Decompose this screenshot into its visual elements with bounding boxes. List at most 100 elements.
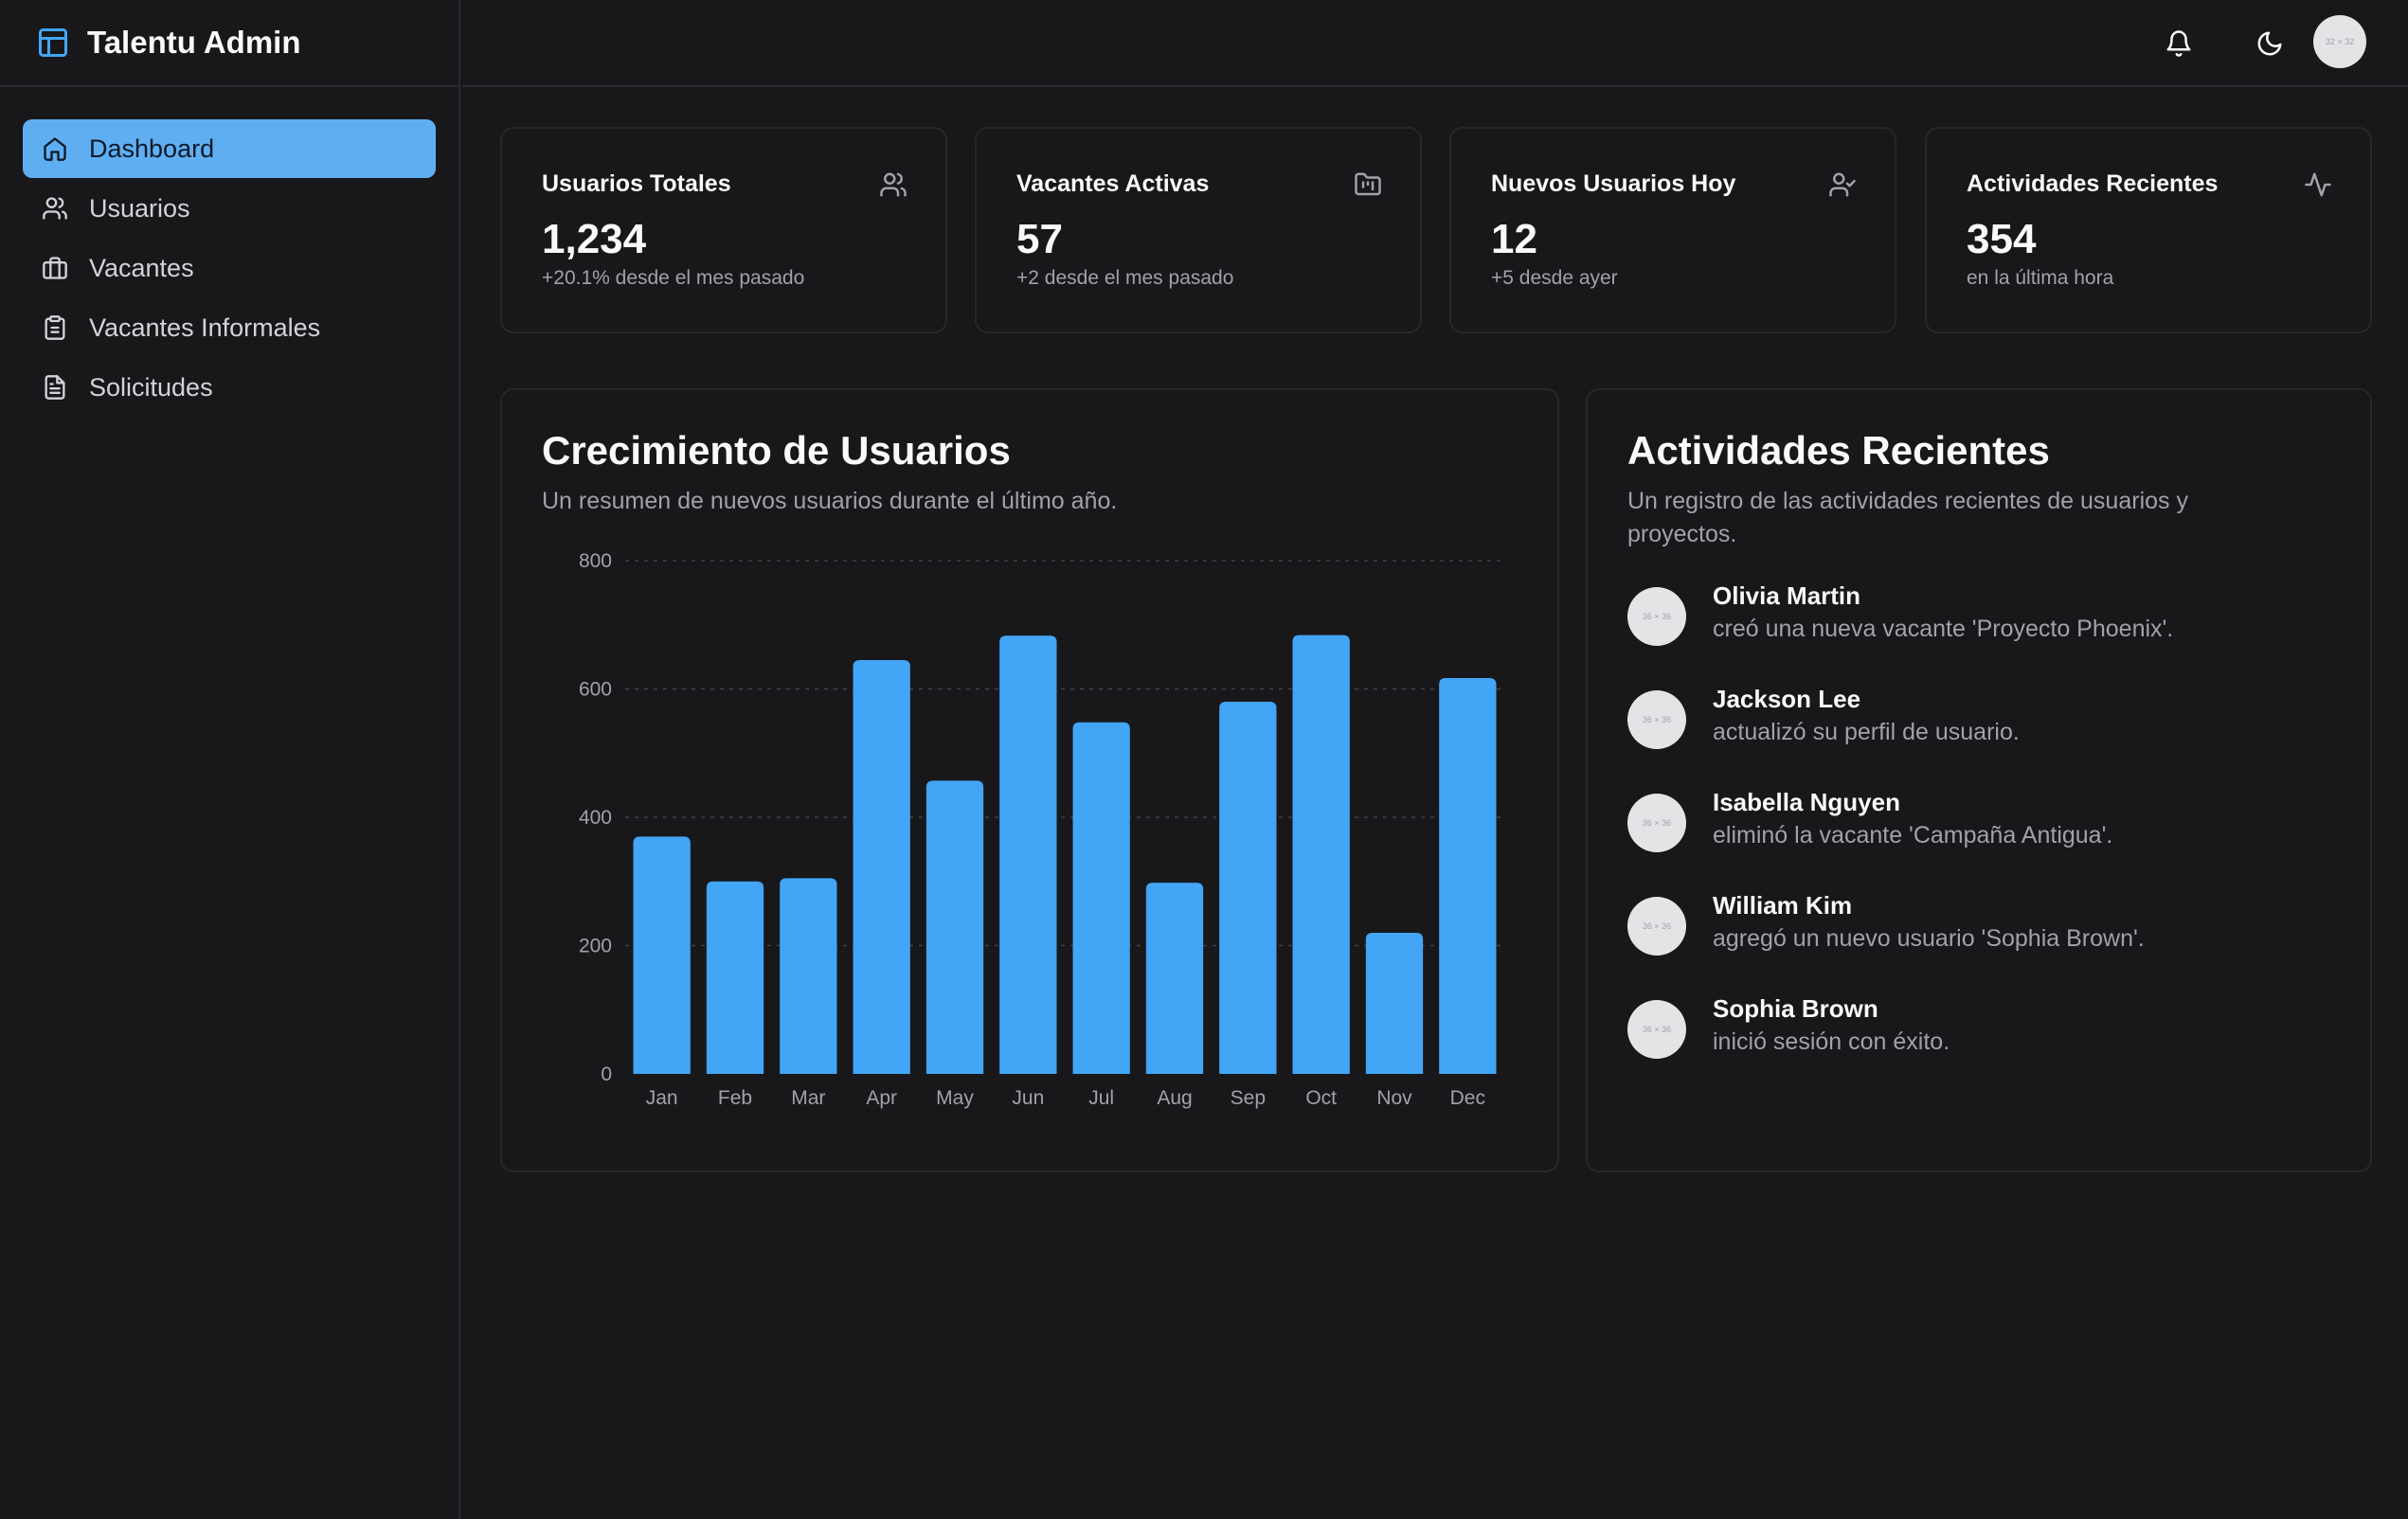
activities-title: Actividades Recientes	[1627, 428, 2050, 473]
y-tick-label: 200	[579, 936, 612, 957]
bar-oct[interactable]	[1292, 634, 1350, 1074]
x-tick-label: Mar	[791, 1087, 825, 1109]
sidebar-item-label: Usuarios	[89, 193, 190, 223]
x-tick-label: Oct	[1305, 1087, 1337, 1109]
sidebar-item-usuarios[interactable]: Usuarios	[23, 179, 436, 238]
x-tick-label: Nov	[1376, 1087, 1412, 1109]
sidebar-nav: Dashboard Usuarios Vacantes Vacantes Inf…	[0, 87, 458, 417]
stat-title: Nuevos Usuarios Hoy	[1491, 170, 1736, 197]
stat-card-nuevos-usuarios: Nuevos Usuarios Hoy 12 +5 desde ayer	[1449, 127, 1896, 333]
bar-sep[interactable]	[1219, 702, 1277, 1074]
recent-activities-card: Actividades Recientes Un registro de las…	[1586, 388, 2372, 1172]
stat-subtext: +5 desde ayer	[1491, 267, 1618, 289]
bar-jun[interactable]	[999, 635, 1057, 1074]
avatar-placeholder: 36 × 36	[1642, 818, 1672, 828]
stat-value: 12	[1491, 216, 1537, 262]
avatar-placeholder: 36 × 36	[1642, 612, 1672, 621]
growth-title: Crecimiento de Usuarios	[542, 428, 1011, 473]
file-text-icon	[45, 375, 65, 400]
users-icon	[880, 172, 907, 197]
x-tick-label: Aug	[1157, 1087, 1192, 1109]
activity-text: actualizó su perfil de usuario.	[1713, 719, 2020, 745]
activity-item: 36 × 36 Olivia Martin creó una nueva vac…	[1627, 581, 2291, 648]
y-tick-label: 0	[601, 1063, 612, 1085]
avatar-placeholder: 36 × 36	[1642, 921, 1672, 931]
stat-title: Vacantes Activas	[1016, 170, 1210, 197]
growth-description: Un resumen de nuevos usuarios durante el…	[542, 488, 1118, 514]
folder-kanban-icon	[1355, 172, 1381, 196]
bar-mar[interactable]	[780, 878, 837, 1074]
activity-user-name: William Kim	[1713, 891, 1853, 920]
stat-title: Actividades Recientes	[1967, 170, 2219, 197]
activity-user-name: Olivia Martin	[1713, 581, 1861, 610]
x-tick-label: Sep	[1231, 1087, 1266, 1109]
home-icon	[44, 137, 66, 161]
avatar: 36 × 36	[1627, 1000, 1686, 1059]
bar-may[interactable]	[925, 780, 984, 1074]
sidebar: Talentu Admin Dashboard Usuarios Vacante…	[0, 0, 460, 1519]
briefcase-icon	[43, 257, 67, 279]
activity-text: eliminó la vacante 'Campaña Antigua'.	[1713, 822, 2113, 849]
x-tick-label: Apr	[866, 1087, 897, 1109]
sidebar-item-label: Solicitudes	[89, 372, 213, 402]
avatar-placeholder: 32 × 32	[2325, 37, 2355, 46]
sidebar-item-label: Dashboard	[89, 134, 215, 163]
activity-item: 36 × 36 Jackson Lee actualizó su perfil …	[1627, 685, 2291, 751]
stat-subtext: +2 desde el mes pasado	[1016, 267, 1234, 289]
brand[interactable]: Talentu Admin	[0, 0, 458, 87]
theme-toggle-button[interactable]	[2251, 25, 2289, 63]
topbar: 32 × 32	[462, 0, 2408, 87]
bell-icon	[2166, 30, 2191, 57]
y-tick-label: 400	[579, 807, 612, 829]
bar-chart: 0 200 400 600 800 Jan Feb Mar Apr May Jun Jul Aug Sep…	[579, 550, 1504, 1109]
growth-chart-card: Crecimiento de Usuarios Un resumen de nu…	[500, 388, 1559, 1172]
sidebar-item-solicitudes[interactable]: Solicitudes	[23, 358, 436, 417]
stat-card-usuarios-totales: Usuarios Totales 1,234 +20.1% desde el m…	[500, 127, 947, 333]
sidebar-item-dashboard[interactable]: Dashboard	[23, 119, 436, 178]
y-tick-label: 800	[579, 550, 612, 572]
sidebar-item-label: Vacantes	[89, 253, 194, 282]
app-title: Talentu Admin	[87, 25, 301, 60]
avatar-placeholder: 36 × 36	[1642, 1025, 1672, 1034]
activity-user-name: Jackson Lee	[1713, 685, 1861, 713]
bar-dec[interactable]	[1439, 677, 1497, 1074]
stat-value: 1,234	[542, 216, 647, 262]
x-tick-label: Jul	[1088, 1087, 1114, 1109]
activities-description-line: proyectos.	[1627, 521, 1737, 547]
bar-jul[interactable]	[1072, 722, 1130, 1074]
avatar: 36 × 36	[1627, 794, 1686, 852]
x-tick-label: Jun	[1012, 1087, 1044, 1109]
activity-text: agregó un nuevo usuario 'Sophia Brown'.	[1713, 925, 2145, 952]
stat-subtext: +20.1% desde el mes pasado	[542, 267, 805, 289]
stat-value: 57	[1016, 216, 1063, 262]
avatar: 36 × 36	[1627, 897, 1686, 956]
activities-description-line: Un registro de las actividades recientes…	[1627, 488, 2188, 514]
bar-apr[interactable]	[853, 660, 910, 1074]
x-tick-label: Feb	[718, 1087, 752, 1109]
stat-subtext: en la última hora	[1967, 267, 2114, 289]
activity-user-name: Sophia Brown	[1713, 994, 1878, 1023]
bar-nov[interactable]	[1365, 932, 1424, 1074]
x-tick-label: Jan	[646, 1087, 678, 1109]
activity-text: creó una nueva vacante 'Proyecto Phoenix…	[1713, 616, 2174, 642]
activity-text: inició sesión con éxito.	[1713, 1028, 1950, 1055]
notifications-button[interactable]	[2160, 25, 2198, 63]
activity-icon	[2305, 172, 2331, 197]
bar-aug[interactable]	[1145, 883, 1204, 1074]
activities-description: Un registro de las actividades recientes…	[1627, 485, 2188, 551]
user-check-icon	[1829, 172, 1856, 197]
avatar: 36 × 36	[1627, 587, 1686, 646]
activity-item: 36 × 36 Sophia Brown inició sesión con é…	[1627, 994, 2291, 1061]
activity-user-name: Isabella Nguyen	[1713, 788, 1900, 816]
bar-feb[interactable]	[706, 881, 764, 1074]
bar-jan[interactable]	[633, 836, 691, 1074]
stat-card-vacantes-activas: Vacantes Activas 57 +2 desde el mes pasa…	[975, 127, 1422, 333]
stat-card-actividades-recientes: Actividades Recientes 354 en la última h…	[1925, 127, 2372, 333]
x-tick-label: Dec	[1450, 1087, 1485, 1109]
sidebar-item-vacantes[interactable]: Vacantes	[23, 239, 436, 297]
user-avatar[interactable]: 32 × 32	[2313, 15, 2366, 68]
activity-item: 36 × 36 William Kim agregó un nuevo usua…	[1627, 891, 2291, 957]
y-tick-label: 600	[579, 679, 612, 701]
sidebar-item-label: Vacantes Informales	[89, 313, 321, 342]
sidebar-item-vacantes-informales[interactable]: Vacantes Informales	[23, 298, 436, 357]
